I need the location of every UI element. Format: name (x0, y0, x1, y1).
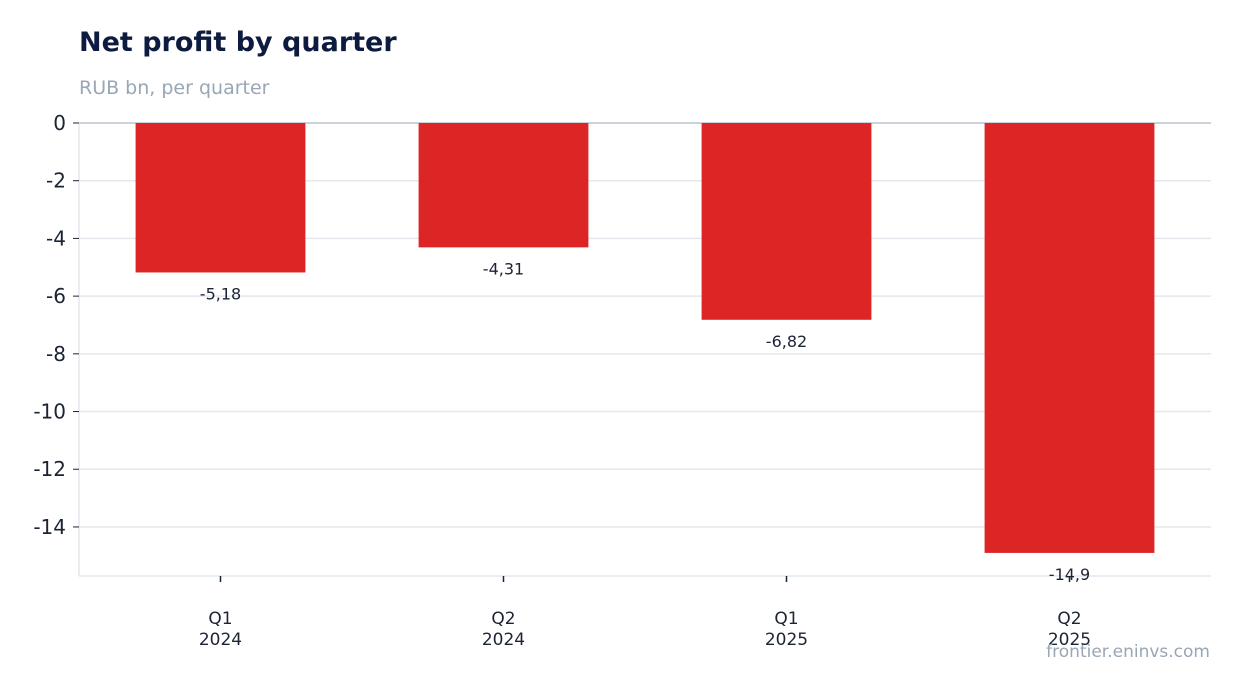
source-credit: frontier.eninvs.com (1046, 642, 1210, 662)
axis-layer (73, 122, 1211, 582)
x-tick-label: Q1 2025 (765, 609, 808, 650)
y-tick-label: -2 (46, 169, 66, 193)
chart-subtitle: RUB bn, per quarter (79, 77, 270, 99)
x-tick-label: Q1 2024 (199, 609, 242, 650)
data-label: -14,9 (1049, 565, 1090, 584)
y-tick-label: -8 (46, 342, 66, 366)
chart-title: Net profit by quarter (79, 27, 397, 58)
x-tick-label-year: 2025 (765, 630, 808, 650)
data-label: -4,31 (483, 259, 524, 278)
x-tick-label-year: 2024 (199, 630, 242, 650)
data-label: -6,82 (766, 332, 807, 351)
x-tick-label-year: 2024 (482, 630, 525, 650)
x-tick-label-quarter: Q1 (774, 609, 798, 629)
x-tick-label: Q2 2025 (1048, 609, 1091, 650)
data-label: -5,18 (200, 284, 241, 303)
bar-layer (135, 123, 1155, 553)
bar (135, 123, 306, 273)
y-tick-label: 0 (53, 111, 66, 135)
bar (984, 123, 1155, 553)
x-tick-label-quarter: Q1 (208, 609, 232, 629)
y-tick-label: -4 (46, 226, 66, 250)
bar (418, 123, 589, 248)
y-tick-label: -12 (33, 457, 66, 481)
x-tick-label: Q2 2024 (482, 609, 525, 650)
x-tick-label-quarter: Q2 (491, 609, 515, 629)
y-tick-label: -6 (46, 284, 66, 308)
y-tick-label: -10 (33, 400, 66, 424)
bar (701, 123, 872, 320)
y-tick-label: -14 (33, 515, 66, 539)
x-tick-label-quarter: Q2 (1057, 609, 1081, 629)
x-tick-label-year: 2025 (1048, 630, 1091, 650)
